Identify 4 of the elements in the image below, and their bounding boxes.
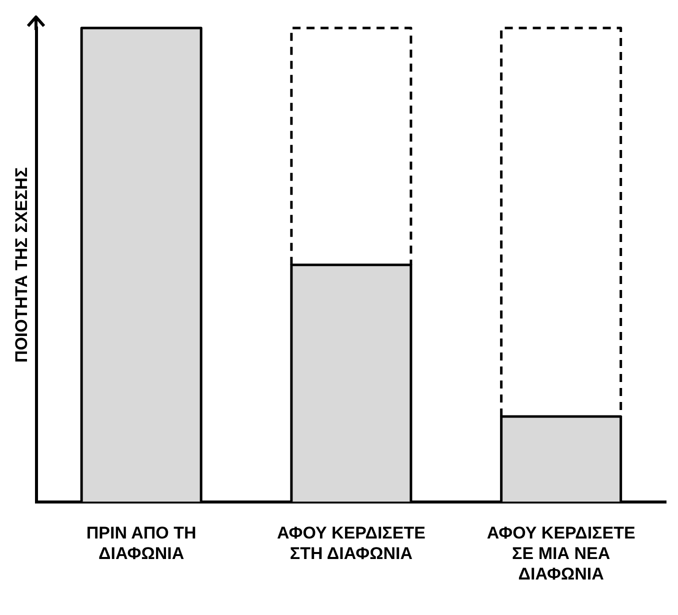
x-tick-label: ΑΦΟΥ ΚΕΡΔΙΣΕΤΕ ΣΕ ΜΙΑ ΝΕΑ ΔΙΑΦΩΝΙΑ — [486, 524, 636, 584]
x-tick-label: ΠΡΙΝ ΑΠΟ ΤΗ ΔΙΑΦΩΝΙΑ — [86, 524, 196, 564]
x-tick-label: ΑΦΟΥ ΚΕΡΔΙΣΕΤΕ ΣΤΗ ΔΙΑΦΩΝΙΑ — [276, 524, 426, 564]
y-axis-title: ΠΟΙΟΤΗΤΑ ΤΗΣ ΣΧΕΣΗΣ — [12, 167, 31, 363]
